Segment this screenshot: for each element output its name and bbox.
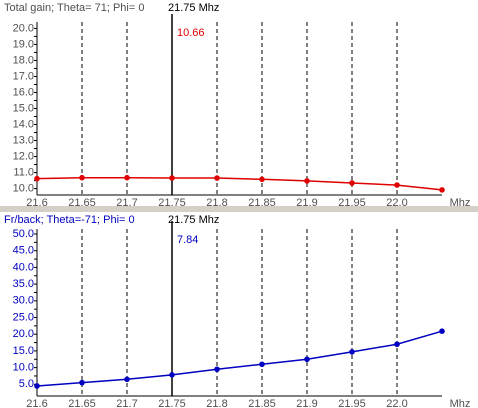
x-tick-label: 21.8 xyxy=(206,197,227,209)
y-tick-label: 20.0 xyxy=(13,22,34,34)
y-tick-label: 15.0 xyxy=(13,345,34,357)
data-point xyxy=(124,376,130,383)
data-point xyxy=(304,178,310,184)
x-tick-label: 21.9 xyxy=(296,197,317,209)
y-tick-label: 16.0 xyxy=(13,86,34,98)
data-point xyxy=(439,328,445,335)
data-point xyxy=(304,356,310,363)
series-line xyxy=(36,330,443,387)
y-tick-label: 14.0 xyxy=(13,118,34,130)
y-tick-label: 10.0 xyxy=(13,362,34,374)
panel xyxy=(0,212,478,408)
y-tick-label: 13.0 xyxy=(13,134,34,146)
marker-frequency: 21.75 Mhz xyxy=(168,2,219,14)
x-tick-label: 21.6 xyxy=(26,398,47,408)
x-tick-label: 21.75 xyxy=(158,197,186,209)
y-tick-label: 25.0 xyxy=(13,311,34,323)
x-tick-label: 21.95 xyxy=(338,197,366,209)
data-point xyxy=(34,175,40,182)
data-point xyxy=(34,383,40,389)
x-tick-label: 21.7 xyxy=(116,398,137,408)
y-tick-label: 11.0 xyxy=(13,166,34,178)
data-point xyxy=(214,366,220,373)
series-line xyxy=(36,176,443,191)
y-tick-label: 30.0 xyxy=(13,295,34,307)
marker-value: 7.84 xyxy=(177,234,198,246)
y-tick-label: 10.0 xyxy=(13,182,34,194)
x-tick-label: 21.85 xyxy=(248,197,276,209)
data-point xyxy=(349,349,355,355)
data-point xyxy=(349,180,355,186)
y-tick-label: 45.0 xyxy=(13,245,34,257)
data-point xyxy=(169,372,175,378)
x-tick-label: 21.85 xyxy=(248,398,276,408)
y-tick-label: 19.0 xyxy=(13,38,34,50)
y-tick-label: 12.0 xyxy=(13,150,34,162)
x-axis-unit: Mhz xyxy=(450,197,471,209)
data-point xyxy=(79,174,85,181)
x-tick-label: 21.8 xyxy=(206,398,227,408)
chart-title: Total gain; Theta= 71; Phi= 0 xyxy=(4,2,144,14)
y-tick-label: 40.0 xyxy=(13,261,34,273)
y-tick-label: 50.0 xyxy=(13,228,34,240)
x-tick-label: 22.0 xyxy=(386,398,407,408)
data-point xyxy=(394,182,400,188)
marker-value: 10.66 xyxy=(177,27,205,39)
x-tick-label: 21.75 xyxy=(158,398,186,408)
panel xyxy=(0,0,478,206)
y-tick-label: 17.0 xyxy=(13,70,34,82)
y-tick-label: 5.0 xyxy=(19,378,34,390)
y-tick-label: 35.0 xyxy=(13,278,34,290)
x-tick-label: 21.65 xyxy=(68,197,96,209)
y-tick-label: 18.0 xyxy=(13,54,34,66)
x-axis-unit: Mhz xyxy=(450,398,471,408)
data-point xyxy=(214,175,220,181)
x-tick-label: 21.65 xyxy=(68,398,96,408)
x-tick-label: 21.9 xyxy=(296,398,317,408)
marker-frequency: 21.75 Mhz xyxy=(168,214,219,226)
data-point xyxy=(259,361,265,368)
data-point xyxy=(79,379,85,386)
data-point xyxy=(259,176,265,183)
y-tick-label: 20.0 xyxy=(13,328,34,340)
x-tick-label: 21.95 xyxy=(338,398,366,408)
data-point xyxy=(169,175,175,181)
chart-title: Fr/back; Theta=-71; Phi= 0 xyxy=(4,214,135,226)
x-tick-label: 21.6 xyxy=(26,197,47,209)
x-tick-label: 21.7 xyxy=(116,197,137,209)
x-tick-label: 22.0 xyxy=(386,197,407,209)
y-tick-label: 15.0 xyxy=(13,102,34,114)
data-point xyxy=(124,174,130,181)
data-point xyxy=(439,187,445,193)
data-point xyxy=(394,341,400,348)
